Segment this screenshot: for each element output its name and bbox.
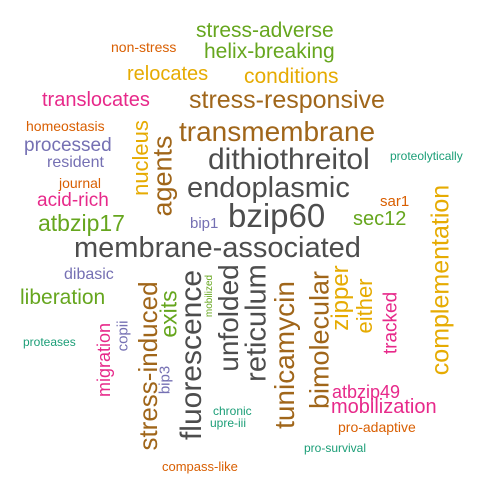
word-complementation: complementation — [426, 184, 455, 376]
word-fluorescence: fluorescence — [175, 269, 208, 441]
word-bzip60: bzip60 — [228, 197, 326, 234]
word-either: either — [352, 278, 377, 334]
word-agents: agents — [147, 135, 178, 217]
word-endoplasmic: endoplasmic — [187, 172, 350, 204]
word-bip1: bip1 — [190, 215, 219, 232]
word-helix-breaking: helix-breaking — [204, 40, 335, 63]
word-conditions: conditions — [244, 65, 339, 88]
word-liberation: liberation — [20, 286, 106, 309]
word-proteases: proteases — [23, 335, 76, 349]
word-copii: copii — [114, 320, 132, 352]
word-acid-rich: acid-rich — [37, 190, 109, 211]
word-migration: migration — [94, 322, 114, 398]
word-pro-survival: pro-survival — [304, 441, 367, 455]
word-translocates: translocates — [42, 89, 150, 111]
word-bip3: bip3 — [156, 365, 174, 395]
word-proteolytically: proteolytically — [390, 149, 463, 163]
word-processed: processed — [24, 135, 112, 156]
word-sar1: sar1 — [380, 193, 410, 210]
word-membrane-associated: membrane-associated — [74, 232, 361, 264]
word-tracked: tracked — [380, 291, 402, 355]
word-mobilization: mobilization — [331, 396, 437, 418]
word-journal: journal — [59, 175, 102, 191]
word-transmembrane: transmembrane — [179, 116, 376, 147]
word-chronic: chronic — [213, 404, 252, 418]
word-upre-iii: upre-iii — [210, 416, 247, 430]
word-homeostasis: homeostasis — [26, 118, 105, 134]
word-compass-like: compass-like — [162, 459, 238, 474]
word-stress-responsive: stress-responsive — [189, 86, 385, 114]
word-mobilized: mobilized — [204, 274, 215, 318]
word-tunicamycin: tunicamycin — [269, 281, 300, 429]
word-pro-adaptive: pro-adaptive — [338, 419, 416, 435]
word-non-stress: non-stress — [111, 39, 177, 55]
word-unfolded: unfolded — [213, 264, 244, 372]
word-atbzip17: atbzip17 — [38, 210, 125, 236]
word-dibasic: dibasic — [64, 266, 114, 283]
word-sec12: sec12 — [353, 208, 407, 230]
word-stress-adverse: stress-adverse — [196, 19, 334, 42]
word-resident: resident — [47, 154, 104, 171]
word-zipper: zipper — [327, 265, 354, 331]
word-dithiothreitol: dithiothreitol — [208, 143, 370, 176]
word-reticulum: reticulum — [240, 264, 273, 382]
word-atbzip49: atbzip49 — [332, 382, 401, 402]
word-relocates: relocates — [127, 63, 209, 85]
